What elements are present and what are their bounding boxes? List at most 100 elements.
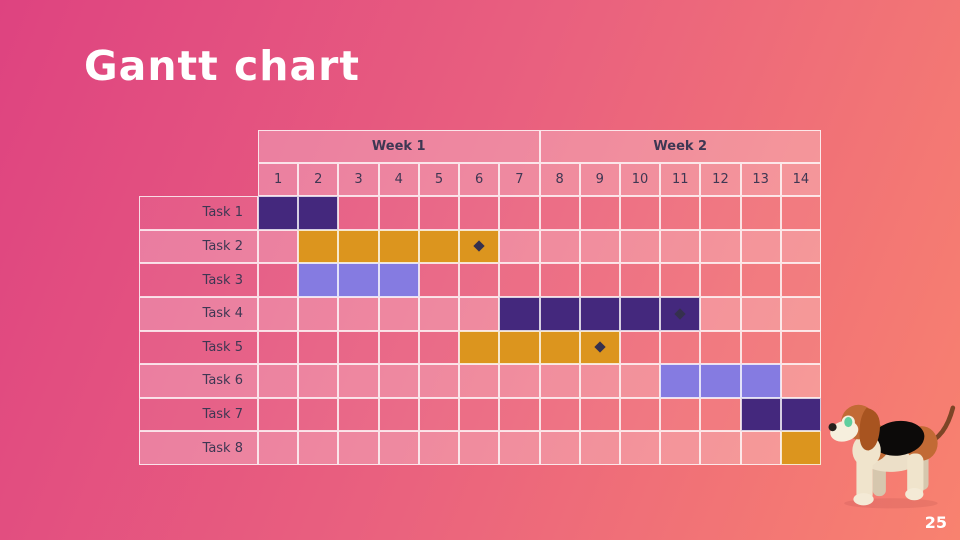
gantt-day-header: 2 xyxy=(298,163,339,196)
gantt-cell xyxy=(740,229,781,264)
gantt-task-label: Task 4 xyxy=(139,296,258,331)
gantt-cell xyxy=(378,397,419,432)
gantt-bar-cell xyxy=(700,364,741,398)
gantt-cell xyxy=(499,229,540,264)
gantt-cell xyxy=(338,296,379,331)
page-title: Gantt chart xyxy=(84,42,360,90)
gantt-cell xyxy=(619,431,661,465)
gantt-cell xyxy=(499,397,540,432)
gantt-day-header: 5 xyxy=(418,163,460,196)
gantt-cell xyxy=(780,263,821,297)
gantt-cell xyxy=(740,263,781,297)
gantt-bar-cell xyxy=(780,397,821,432)
gantt-cell xyxy=(539,196,580,230)
gantt-bar-cell xyxy=(539,330,580,365)
gantt-cell xyxy=(338,196,379,230)
gantt-cell xyxy=(579,364,620,398)
gantt-bar-cell xyxy=(660,296,701,331)
gantt-cell xyxy=(418,263,460,297)
gantt-cell xyxy=(539,397,580,432)
gantt-cell xyxy=(459,296,500,331)
gantt-cell xyxy=(700,263,741,297)
gantt-cell xyxy=(459,263,500,297)
gantt-day-header: 13 xyxy=(740,163,781,196)
gantt-cell xyxy=(258,397,299,432)
gantt-cell xyxy=(378,431,419,465)
gantt-cell xyxy=(740,196,781,230)
gantt-table-body: Task 1 Task 2 Task 3 Task 4 Task 5 Task 6 Task… xyxy=(139,196,821,465)
gantt-cell xyxy=(459,364,500,398)
milestone-diamond-icon xyxy=(594,341,606,353)
gantt-cell xyxy=(298,296,339,331)
gantt-cell xyxy=(619,364,661,398)
gantt-cell xyxy=(660,229,701,264)
gantt-task-label: Task 6 xyxy=(139,364,258,398)
gantt-bar-cell xyxy=(338,263,379,297)
gantt-bar-cell xyxy=(579,296,620,331)
gantt-cell xyxy=(298,364,339,398)
gantt-cell xyxy=(418,296,460,331)
gantt-bar-cell xyxy=(780,431,821,465)
gantt-day-header: 9 xyxy=(579,163,620,196)
gantt-cell xyxy=(298,330,339,365)
gantt-week-header-row: Week 1 Week 2 xyxy=(258,130,821,163)
gantt-task-label: Task 7 xyxy=(139,397,258,432)
gantt-cell xyxy=(660,397,701,432)
gantt-cell xyxy=(619,229,661,264)
gantt-bar-cell xyxy=(539,296,580,331)
gantt-day-header: 3 xyxy=(338,163,379,196)
gantt-bar-cell xyxy=(579,330,620,365)
gantt-cell xyxy=(539,364,580,398)
gantt-week-header: Week 2 xyxy=(539,130,821,163)
gantt-day-header: 1 xyxy=(258,163,299,196)
gantt-cell xyxy=(418,196,460,230)
gantt-cell xyxy=(700,431,741,465)
gantt-cell xyxy=(660,330,701,365)
dog-illustration xyxy=(828,404,956,509)
gantt-cell xyxy=(579,196,620,230)
gantt-cell xyxy=(740,330,781,365)
gantt-cell xyxy=(418,431,460,465)
gantt-task-label: Task 8 xyxy=(139,431,258,465)
milestone-diamond-icon xyxy=(674,308,686,320)
gantt-task-label: Task 1 xyxy=(139,196,258,230)
gantt-cell xyxy=(418,397,460,432)
gantt-day-header: 8 xyxy=(539,163,580,196)
gantt-day-header: 14 xyxy=(780,163,821,196)
gantt-bar-cell xyxy=(499,296,540,331)
gantt-cell xyxy=(258,229,299,264)
gantt-cell xyxy=(619,263,661,297)
gantt-cell xyxy=(780,229,821,264)
gantt-bar-cell xyxy=(298,263,339,297)
gantt-cell xyxy=(258,296,299,331)
gantt-cell xyxy=(418,364,460,398)
gantt-cell xyxy=(298,431,339,465)
gantt-cell xyxy=(619,330,661,365)
gantt-bar-cell xyxy=(660,364,701,398)
gantt-bar-cell xyxy=(619,296,661,331)
gantt-cell xyxy=(378,196,419,230)
gantt-bar-cell xyxy=(459,330,500,365)
gantt-day-header-row: 1 2 3 4 5 6 7 8 9 10 11 12 13 14 xyxy=(258,163,821,196)
gantt-cell xyxy=(700,296,741,331)
gantt-bar-cell xyxy=(499,330,540,365)
gantt-task-label: Task 5 xyxy=(139,330,258,365)
gantt-cell xyxy=(660,263,701,297)
gantt-cell xyxy=(700,330,741,365)
gantt-cell xyxy=(258,330,299,365)
gantt-cell xyxy=(258,364,299,398)
gantt-cell xyxy=(459,196,500,230)
gantt-task-label: Task 2 xyxy=(139,229,258,264)
gantt-bar-cell xyxy=(459,229,500,264)
gantt-bar-cell xyxy=(298,229,339,264)
gantt-cell xyxy=(298,397,339,432)
gantt-task-label: Task 3 xyxy=(139,263,258,297)
gantt-cell xyxy=(378,330,419,365)
gantt-cell xyxy=(378,364,419,398)
gantt-cell xyxy=(499,263,540,297)
gantt-cell xyxy=(740,296,781,331)
gantt-cell xyxy=(700,229,741,264)
gantt-week-header: Week 1 xyxy=(258,130,540,163)
gantt-bar-cell xyxy=(258,196,299,230)
